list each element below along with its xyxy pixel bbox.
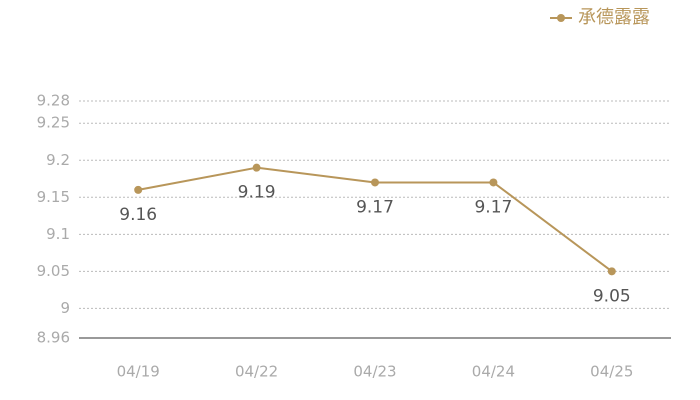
point [607,267,616,276]
y-tick-label: 8.96 [37,329,70,347]
legend-label: 承德露露 [578,7,650,28]
x-tick-label: 04/23 [353,363,396,381]
value-label: 9.17 [474,197,512,217]
x-tick-label: 04/25 [590,363,633,381]
value-label: 9.05 [593,286,631,306]
y-tick-label: 9 [60,299,70,317]
y-tick-label: 9.05 [37,262,70,280]
point [252,163,261,172]
x-tick-label: 04/24 [472,363,515,381]
x-tick-label: 04/22 [235,363,278,381]
point [134,185,143,194]
y-tick-label: 9.2 [46,151,70,169]
legend-marker [557,14,565,22]
y-tick-label: 9.1 [46,225,70,243]
y-tick-label: 9.25 [37,114,70,132]
x-tick-label: 04/19 [117,363,160,381]
y-tick-label: 9.28 [37,92,70,110]
point [489,178,498,187]
point [371,178,379,187]
value-label: 9.19 [238,183,276,203]
value-label: 9.17 [356,197,394,217]
y-tick-label: 9.15 [37,188,70,206]
value-label: 9.16 [119,205,157,225]
